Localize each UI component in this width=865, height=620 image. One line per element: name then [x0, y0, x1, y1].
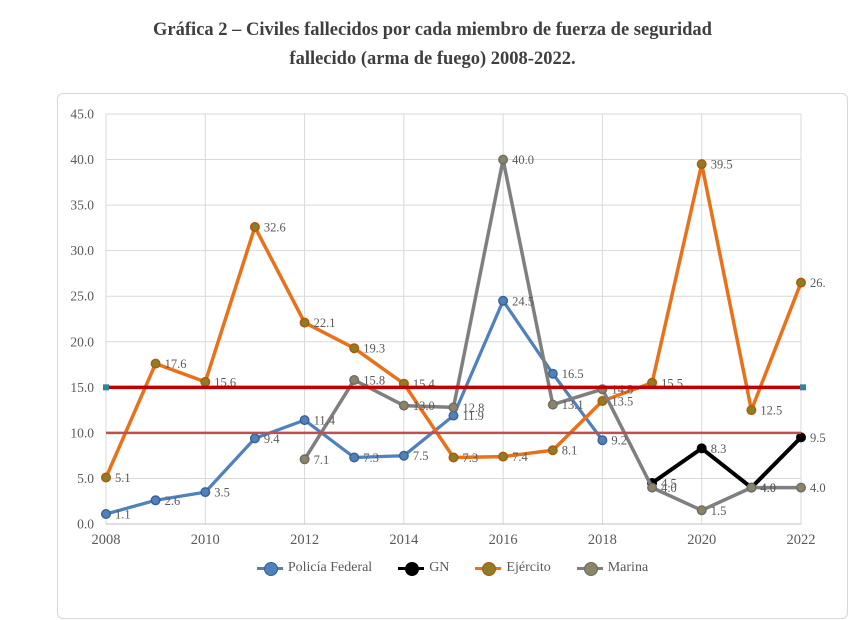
svg-text:2010: 2010	[191, 532, 220, 548]
svg-text:9.2: 9.2	[611, 434, 627, 448]
svg-text:4.0: 4.0	[810, 481, 826, 495]
svg-text:7.5: 7.5	[413, 449, 429, 463]
legend-item-polic-a-federal: Policía Federal	[256, 560, 373, 576]
svg-text:2018: 2018	[588, 532, 617, 548]
legend-label-gn: GN	[429, 560, 450, 575]
legend-item-marina: Marina	[576, 560, 649, 576]
svg-text:13.5: 13.5	[611, 395, 633, 409]
svg-text:45.0: 45.0	[70, 107, 94, 122]
legend-marker-polic-a-federal	[256, 562, 283, 576]
reference-lines	[103, 384, 806, 435]
svg-text:2016: 2016	[489, 532, 518, 548]
svg-text:15.8: 15.8	[363, 374, 385, 388]
svg-text:22.1: 22.1	[314, 316, 336, 330]
svg-text:2020: 2020	[687, 532, 716, 548]
legend-item-gn: GN	[398, 560, 449, 576]
svg-text:25.0: 25.0	[70, 289, 94, 304]
chart-title-line2: fallecido (arma de fuego) 2008-2022.	[289, 48, 576, 69]
chart-panel: 0.0 5.0 10.0 15.0 20.0 25.0 30.0 35.0 40.0 45.0 20…	[57, 93, 848, 619]
svg-text:32.6: 32.6	[264, 221, 286, 235]
svg-text:16.5: 16.5	[562, 367, 584, 381]
svg-text:30.0: 30.0	[70, 243, 94, 258]
svg-text:1.1: 1.1	[115, 508, 131, 522]
svg-text:4.0: 4.0	[760, 481, 776, 495]
chart-canvas: 0.0 5.0 10.0 15.0 20.0 25.0 30.0 35.0 40.0 45.0 20…	[70, 107, 826, 549]
svg-text:14.8: 14.8	[611, 383, 633, 397]
svg-text:1.5: 1.5	[711, 504, 727, 518]
svg-text:7.4: 7.4	[512, 450, 528, 464]
svg-text:26.: 26.	[810, 276, 826, 290]
svg-text:11.4: 11.4	[314, 414, 336, 428]
svg-text:35.0: 35.0	[70, 198, 94, 213]
legend-marker-marina	[576, 562, 603, 576]
svg-text:5.0: 5.0	[77, 471, 94, 486]
legend-marker-gn	[398, 562, 425, 576]
svg-text:8.1: 8.1	[562, 444, 578, 458]
svg-text:4.5: 4.5	[661, 477, 677, 491]
series-polic-a-federal	[101, 295, 608, 520]
svg-text:40.0: 40.0	[512, 153, 534, 167]
chart-title: Gráfica 2 – Civiles fallecidos por cada …	[0, 16, 865, 73]
legend-label-ej-rcito: Ejército	[506, 560, 551, 575]
series-lines	[101, 154, 807, 520]
svg-text:4.0: 4.0	[661, 481, 677, 495]
svg-text:13.1: 13.1	[562, 398, 584, 412]
svg-text:7.3: 7.3	[463, 451, 479, 465]
svg-text:11.9: 11.9	[463, 409, 484, 423]
series-ej-rcito	[101, 159, 807, 483]
svg-text:2014: 2014	[389, 532, 419, 548]
svg-text:9.4: 9.4	[264, 432, 280, 446]
svg-text:9.5: 9.5	[810, 431, 826, 445]
legend-label-marina: Marina	[607, 560, 649, 575]
svg-text:19.3: 19.3	[363, 342, 385, 356]
svg-text:10.0: 10.0	[70, 425, 94, 440]
svg-text:12.5: 12.5	[760, 404, 782, 418]
svg-text:5.1: 5.1	[115, 471, 131, 485]
legend-marker-ej-rcito	[475, 562, 502, 576]
svg-text:2022: 2022	[787, 532, 816, 548]
svg-text:12.8: 12.8	[463, 401, 485, 415]
series-marina	[299, 154, 807, 516]
svg-text:24.5: 24.5	[512, 294, 534, 308]
svg-text:40.0: 40.0	[70, 152, 94, 167]
svg-text:7.3: 7.3	[363, 451, 379, 465]
svg-text:17.6: 17.6	[165, 357, 187, 371]
svg-text:39.5: 39.5	[711, 158, 733, 172]
svg-text:13.0: 13.0	[413, 399, 435, 413]
svg-text:2008: 2008	[92, 532, 121, 548]
svg-text:15.0: 15.0	[70, 380, 94, 395]
chart-legend: Policía Federal GN Ejército Marina	[58, 560, 847, 576]
svg-text:2.6: 2.6	[165, 494, 181, 508]
legend-item-ej-rcito: Ejército	[475, 560, 551, 576]
chart-title-line1: Gráfica 2 – Civiles fallecidos por cada …	[153, 20, 712, 40]
svg-text:8.3: 8.3	[711, 442, 727, 456]
svg-text:0.0: 0.0	[77, 517, 94, 532]
svg-text:2012: 2012	[290, 532, 319, 548]
svg-text:7.1: 7.1	[314, 453, 330, 467]
legend-label-polic-a-federal: Policía Federal	[287, 560, 373, 575]
axis-tick-labels: 0.0 5.0 10.0 15.0 20.0 25.0 30.0 35.0 40.0 45.0 20…	[70, 107, 815, 549]
svg-text:20.0: 20.0	[70, 334, 94, 349]
svg-text:3.5: 3.5	[214, 486, 230, 500]
data-labels: 1.1 2.6 3.5 9.4 11.4 7.3 7.5 11.9 24.5 16.5 9.2 4.5…	[115, 153, 826, 521]
svg-text:15.4: 15.4	[413, 377, 436, 391]
svg-text:4.0: 4.0	[760, 481, 776, 495]
